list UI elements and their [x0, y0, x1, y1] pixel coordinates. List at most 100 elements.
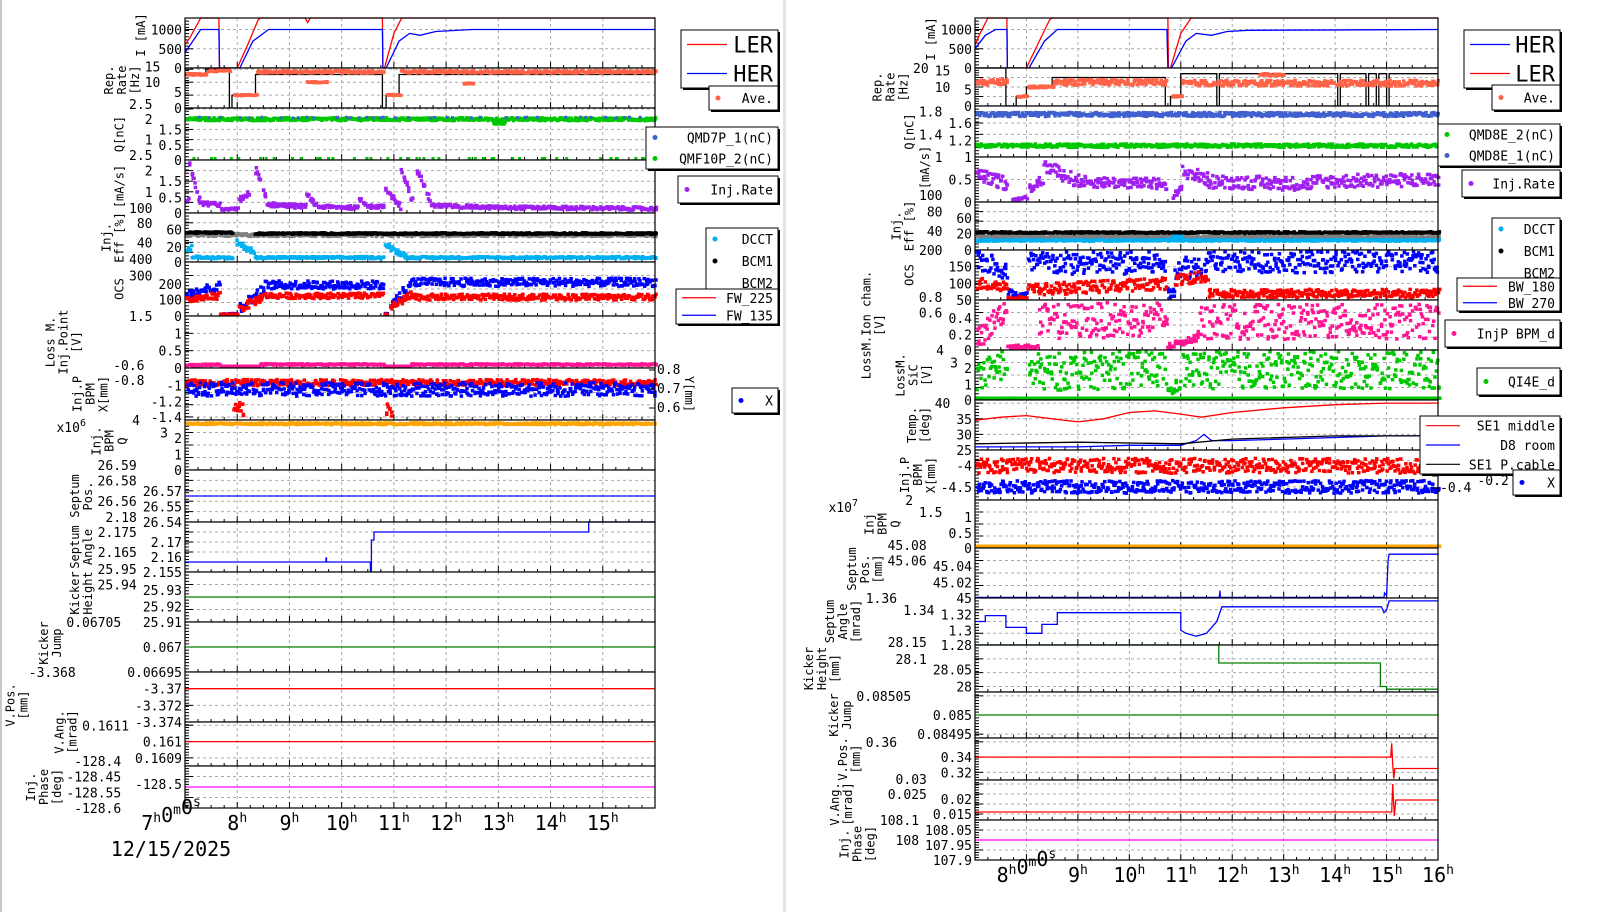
data-point — [561, 256, 566, 260]
data-point — [260, 296, 264, 300]
data-point — [195, 296, 200, 301]
data-point — [481, 231, 485, 236]
y-axis-label-line: Q[nC] — [113, 116, 127, 152]
data-point — [233, 312, 238, 316]
data-point — [636, 255, 641, 259]
data-point — [327, 285, 332, 289]
data-point — [400, 171, 404, 175]
data-point — [392, 298, 396, 302]
data-point — [596, 69, 601, 73]
data-point — [320, 80, 324, 85]
data-point — [238, 305, 242, 309]
data-point — [374, 204, 378, 208]
data-point — [651, 232, 656, 236]
data-point — [381, 203, 386, 208]
data-point — [591, 279, 595, 283]
data-point — [261, 286, 266, 290]
data-point — [273, 256, 278, 260]
data-point — [626, 296, 630, 301]
data-point — [616, 118, 620, 123]
data-point — [244, 232, 249, 236]
data-point — [484, 116, 488, 120]
data-point — [286, 296, 291, 300]
data-point — [448, 117, 452, 122]
data-point — [298, 203, 303, 207]
data-point — [540, 157, 544, 160]
data-point — [363, 203, 368, 207]
data-point — [304, 231, 308, 235]
data-point — [547, 116, 551, 121]
data-point — [616, 233, 620, 238]
data-point — [232, 117, 236, 121]
data-point — [654, 278, 658, 282]
data-point — [642, 297, 646, 302]
data-point — [521, 296, 525, 300]
data-point — [249, 249, 254, 253]
data-point — [358, 234, 363, 238]
data-point — [583, 256, 587, 261]
data-point — [466, 294, 471, 299]
data-point — [537, 69, 541, 74]
data-point — [368, 286, 373, 291]
data-point — [649, 207, 654, 211]
data-point — [254, 299, 259, 303]
data-point — [238, 301, 243, 306]
data-point — [406, 256, 411, 260]
y-axis-label-line: Rep. — [102, 66, 116, 95]
data-point — [635, 283, 639, 287]
data-point — [242, 247, 246, 251]
data-point — [513, 204, 517, 208]
data-point — [414, 283, 418, 288]
data-point — [617, 284, 621, 288]
data-point — [272, 157, 276, 160]
data-point — [469, 276, 473, 281]
y-axis-label-line: Eff [%] — [113, 212, 127, 263]
data-point — [430, 292, 435, 296]
data-point — [572, 69, 577, 73]
data-point — [445, 70, 449, 74]
data-point — [602, 255, 606, 259]
data-point — [406, 292, 410, 296]
data-point — [330, 205, 334, 209]
data-point — [187, 196, 191, 201]
data-point — [631, 207, 636, 211]
data-point — [272, 286, 276, 290]
y-tick-label: 1 — [174, 327, 182, 342]
data-point — [467, 281, 471, 286]
data-point — [525, 118, 529, 122]
data-point — [428, 232, 433, 236]
data-point — [643, 256, 648, 261]
data-point — [319, 362, 323, 366]
data-point — [335, 284, 339, 288]
data-point — [606, 234, 610, 239]
data-point — [537, 232, 541, 236]
data-point — [265, 255, 270, 260]
data-point — [526, 205, 530, 209]
data-point — [638, 115, 642, 119]
data-point — [258, 300, 262, 304]
data-point — [285, 284, 289, 288]
data-point — [538, 293, 542, 297]
data-point — [629, 255, 633, 260]
y-tick-label: 0 — [174, 256, 182, 271]
data-point — [384, 232, 389, 236]
data-point — [349, 362, 354, 367]
data-point — [342, 281, 346, 285]
data-point — [573, 234, 577, 238]
data-point — [625, 231, 630, 235]
data-point — [293, 118, 298, 123]
data-point — [278, 232, 283, 236]
data-point — [548, 278, 553, 282]
data-point — [346, 281, 351, 286]
data-point — [435, 293, 440, 298]
data-point — [623, 280, 628, 284]
data-point — [527, 234, 532, 239]
plot-area — [185, 160, 655, 213]
data-point — [306, 70, 311, 75]
data-point — [467, 157, 471, 160]
data-point — [569, 116, 574, 120]
data-point — [583, 295, 587, 300]
data-point — [434, 282, 439, 287]
